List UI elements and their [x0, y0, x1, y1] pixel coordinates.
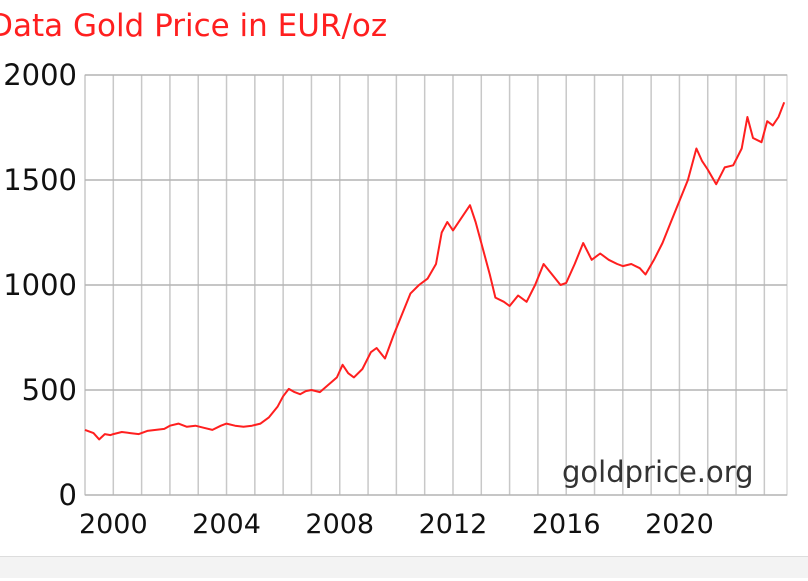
y-tick-label: 1500 — [3, 163, 77, 197]
chart-title: ll Data Gold Price in EUR/oz — [0, 8, 388, 44]
y-axis-ticks: 0 500 1000 1500 2000 — [3, 58, 77, 512]
horizontal-gridlines — [85, 74, 787, 496]
watermark-text: goldprice.org — [562, 455, 754, 489]
x-tick-label: 2016 — [532, 509, 601, 540]
x-tick-label: 2020 — [645, 509, 714, 540]
x-tick-label: 2012 — [419, 509, 488, 540]
x-tick-label: 2008 — [305, 509, 374, 540]
x-axis-ticks: 2000 2004 2008 2012 2016 2020 — [79, 509, 714, 540]
x-tick-label: 2004 — [192, 509, 261, 540]
bottom-bar — [0, 556, 808, 578]
price-series-line — [84, 101, 786, 441]
y-tick-label: 2000 — [3, 58, 77, 92]
y-tick-label: 0 — [59, 478, 77, 512]
y-tick-label: 500 — [22, 373, 77, 407]
x-tick-label: 2000 — [79, 509, 148, 540]
y-tick-label: 1000 — [3, 268, 77, 302]
